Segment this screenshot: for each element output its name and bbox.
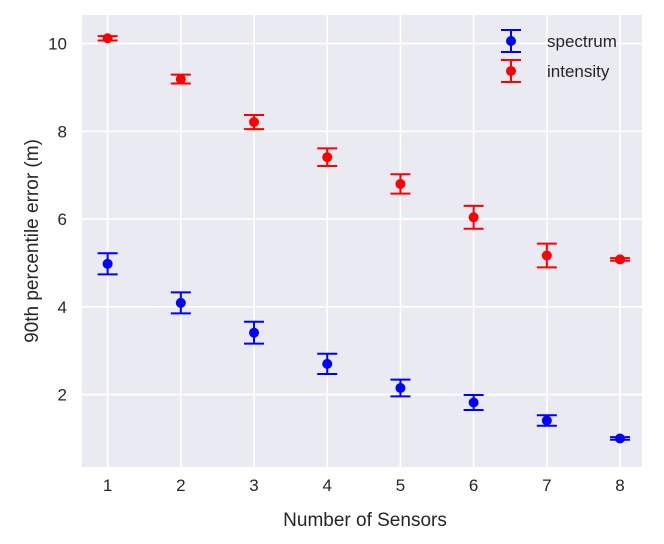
intensity-point bbox=[249, 117, 260, 128]
intensity-point bbox=[468, 212, 479, 223]
plot-background bbox=[82, 15, 642, 467]
y-tick-label: 6 bbox=[58, 210, 67, 229]
intensity-point bbox=[541, 250, 552, 261]
x-tick-label: 7 bbox=[542, 476, 551, 495]
intensity-point bbox=[322, 152, 333, 163]
y-tick-label: 2 bbox=[58, 386, 67, 405]
x-tick-label: 2 bbox=[176, 476, 185, 495]
x-tick-label: 8 bbox=[615, 476, 624, 495]
y-tick-label: 8 bbox=[58, 122, 67, 141]
spectrum-point bbox=[615, 433, 626, 444]
spectrum-point bbox=[395, 383, 406, 394]
y-tick-label: 10 bbox=[48, 35, 67, 54]
legend-label-intensity: intensity bbox=[547, 62, 610, 81]
tick-labels: 1 2 3 4 5 6 7 8 2 4 6 8 10 bbox=[48, 35, 625, 495]
spectrum-point bbox=[249, 327, 260, 338]
x-tick-label: 1 bbox=[103, 476, 112, 495]
y-axis-label: 90th percentile error (m) bbox=[22, 139, 43, 343]
intensity-point bbox=[615, 254, 626, 265]
x-axis-label: Number of Sensors bbox=[283, 510, 447, 531]
legend-marker bbox=[506, 66, 516, 76]
legend-marker bbox=[506, 36, 516, 46]
grid bbox=[82, 15, 642, 467]
x-tick-label: 5 bbox=[396, 476, 405, 495]
spectrum-point bbox=[541, 415, 552, 426]
spectrum-point bbox=[468, 397, 479, 408]
data-marks bbox=[97, 33, 631, 444]
intensity-point bbox=[175, 74, 186, 85]
intensity-point bbox=[102, 33, 113, 44]
intensity-point bbox=[395, 178, 406, 189]
legend-label-spectrum: spectrum bbox=[547, 32, 617, 51]
spectrum-point bbox=[322, 358, 333, 369]
legend: spectrum intensity bbox=[501, 29, 617, 83]
y-tick-label: 4 bbox=[58, 298, 67, 317]
spectrum-point bbox=[175, 297, 186, 308]
x-tick-label: 6 bbox=[469, 476, 478, 495]
x-tick-label: 3 bbox=[249, 476, 258, 495]
x-tick-label: 4 bbox=[322, 476, 331, 495]
spectrum-point bbox=[102, 258, 113, 269]
